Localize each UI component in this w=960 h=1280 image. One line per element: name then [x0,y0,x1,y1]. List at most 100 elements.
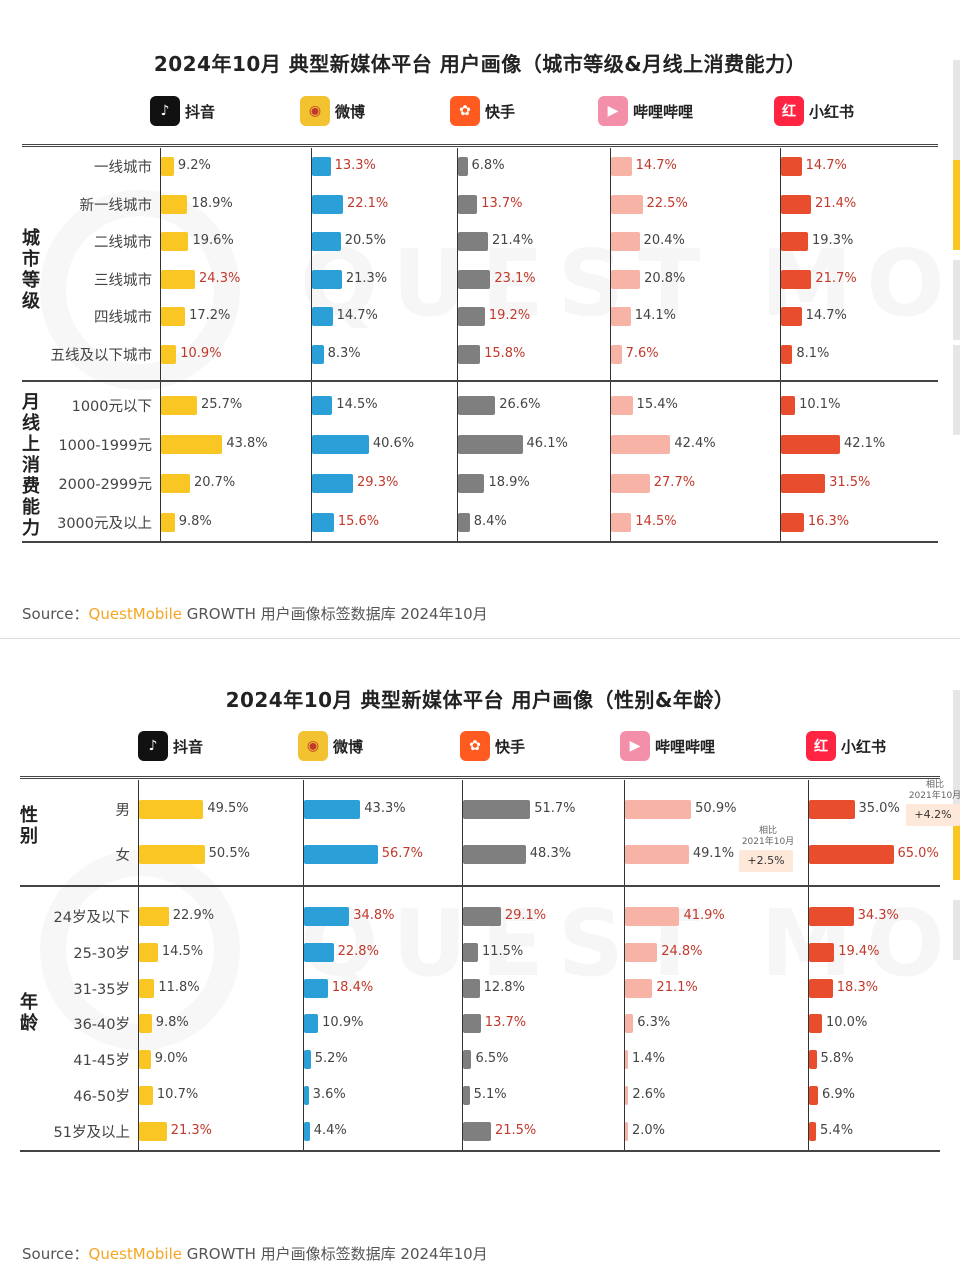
bar [809,942,835,962]
data-label: 35.0% [858,801,900,816]
data-label: 34.3% [857,908,899,923]
top-rule [20,776,940,779]
data-label: 23.1% [494,270,536,286]
bar [458,513,470,532]
bar [312,396,333,415]
row-label: 新一线城市 [79,197,153,214]
data-label: 10.9% [322,1015,364,1031]
bar [458,307,485,327]
bar [463,1050,472,1070]
data-label: 15.8% [484,346,526,361]
chart-title-2: 2024年10月 典型新媒体平台 用户画像（性别&年龄） [225,688,735,712]
data-label: 51.7% [534,801,576,816]
bar [139,907,169,926]
data-label: 9.0% [154,1051,188,1067]
data-label: 10.0% [826,1015,868,1031]
source-line: Source：QuestMobile GROWTH 用户画像标签数据库 2024… [22,1243,488,1264]
bar [781,307,802,327]
data-label: 20.7% [193,475,236,490]
data-label: 29.3% [357,475,399,490]
data-label: 14.7% [805,308,847,324]
bar [781,157,802,176]
xiaohongshu-icon: 红 [774,96,804,126]
data-label: 11.8% [158,979,200,995]
data-label: 2.0% [632,1122,666,1138]
data-label: 19.6% [192,233,234,249]
row-label: 1000元以下 [71,399,152,415]
edge-tab-1 [953,160,960,250]
row-label: 五线及以下城市 [50,348,153,364]
row-label: 1000-1999元 [58,438,152,454]
data-label: 9.2% [177,158,211,173]
bar [304,1050,311,1070]
data-label: 4.4% [313,1122,347,1138]
platform-header-douyin: ♪ 抖音 [150,94,215,128]
edge-tab-6 [953,900,960,960]
bar [458,232,488,252]
bar [463,978,480,998]
platform-header-xiaohongshu: 红小红书 [774,94,854,128]
data-label: 10.1% [799,397,841,412]
bar [463,800,531,819]
data-label: 6.3% [637,1015,671,1031]
data-label: 26.6% [499,397,541,412]
data-label: 14.5% [161,943,204,959]
bar [611,194,643,214]
bar [625,1050,628,1070]
bar [139,942,158,962]
data-label: 5.8% [820,1051,854,1067]
bar [463,1086,470,1105]
data-label: 43.3% [364,801,406,816]
platform-name: 微博 [333,737,364,756]
bar [312,307,333,327]
bar [809,1014,822,1034]
data-label: 9.8% [178,514,212,529]
data-label: 8.3% [327,346,361,361]
bottom-rule [20,1150,940,1152]
data-label: 22.9% [172,908,215,923]
data-label: 14.1% [634,308,677,324]
row-label: 四线城市 [94,310,152,327]
section-divider [0,638,960,639]
bar [611,269,641,289]
platform-header-douyin: ♪ 抖音 [138,729,203,763]
data-label: 14.5% [336,397,378,412]
bar [809,1086,818,1105]
bar [139,800,204,819]
platform-name: 抖音 [185,102,216,121]
weibo-icon: ◉ [298,731,328,761]
bar [611,157,632,176]
chart-title-1: 2024年10月 典型新媒体平台 用户画像（城市等级&月线上消费能力） [153,52,807,76]
bar [304,907,350,926]
data-label: 21.1% [656,979,698,995]
group-label-2: 月线上消费能力 [22,392,40,539]
column-divider [311,148,312,541]
xiaohongshu-icon: 红 [806,731,836,761]
data-label: 18.9% [191,195,233,211]
data-label: 6.9% [821,1087,855,1102]
column-divider [303,780,304,1150]
data-label: 13.7% [481,195,523,211]
platform-header-weibo: ◉ 微博 [300,94,365,128]
bar [304,845,378,864]
platform-name: 小红书 [841,737,887,756]
bar [809,1050,817,1070]
data-label: 18.4% [331,979,374,995]
bar [625,907,680,926]
bar [458,157,468,176]
row-label: 男 [115,803,131,819]
edge-tab-3 [953,345,960,435]
data-label: 21.3% [345,270,388,286]
data-label: 22.1% [346,195,389,211]
bar [781,396,796,415]
data-label: 42.4% [674,436,716,451]
platform-name: 快手 [495,737,526,756]
bar [139,845,205,864]
bar [611,396,633,415]
bar [809,907,854,926]
edge-tab-0 [953,60,960,160]
bar [312,435,369,454]
bar [611,307,631,327]
bar [781,269,812,289]
bar [458,435,523,454]
